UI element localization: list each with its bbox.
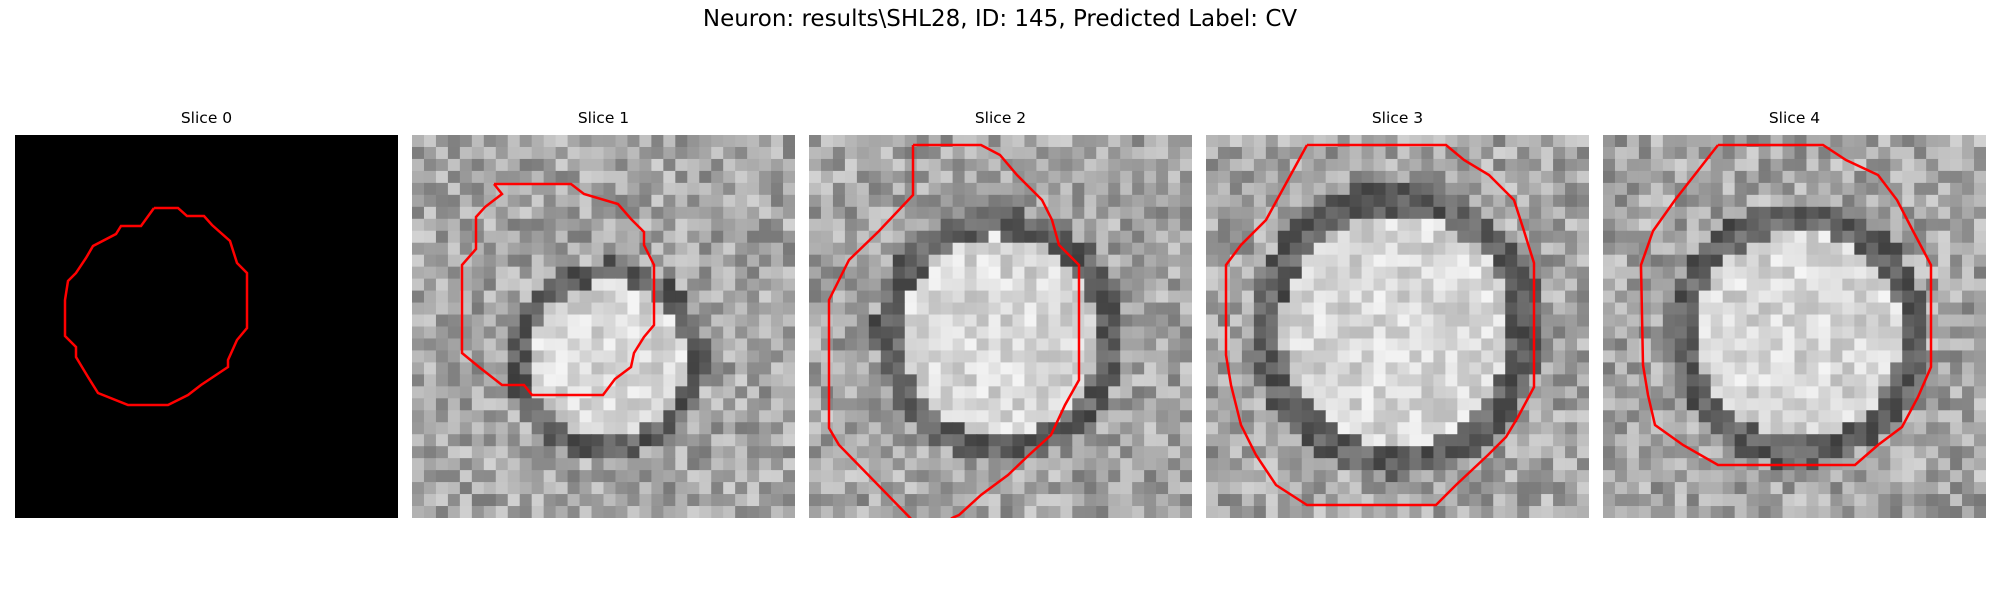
slice-image [412, 135, 795, 518]
slice-title: Slice 4 [1768, 109, 1821, 127]
slice-title: Slice 1 [577, 109, 630, 127]
pixel-grid [1603, 135, 1986, 518]
slice-panel-1: Slice 1 [412, 109, 795, 518]
contour-outline [1639, 143, 1933, 467]
slice-image [15, 135, 398, 518]
slice-panel-2: Slice 2 [809, 109, 1192, 518]
contour-outline [827, 143, 1081, 518]
slice-title: Slice 3 [1371, 109, 1424, 127]
contour-outline [460, 182, 656, 397]
pixel-grid [412, 135, 795, 518]
pixel-grid [1206, 135, 1589, 518]
contour-outline [63, 206, 249, 407]
figure-title: Neuron: results\SHL28, ID: 145, Predicte… [702, 6, 1298, 32]
slice-panel-4: Slice 4 [1603, 109, 1986, 518]
slice-image [1206, 135, 1589, 518]
black-background [15, 135, 398, 518]
slice-title: Slice 0 [180, 109, 233, 127]
pixel-grid [809, 135, 1192, 518]
slice-title: Slice 2 [974, 109, 1027, 127]
slice-image [1603, 135, 1986, 518]
slice-panel-0: Slice 0 [15, 109, 398, 518]
contour-outline [1224, 143, 1536, 507]
slice-image [809, 135, 1192, 518]
slice-panel-3: Slice 3 [1206, 109, 1589, 518]
